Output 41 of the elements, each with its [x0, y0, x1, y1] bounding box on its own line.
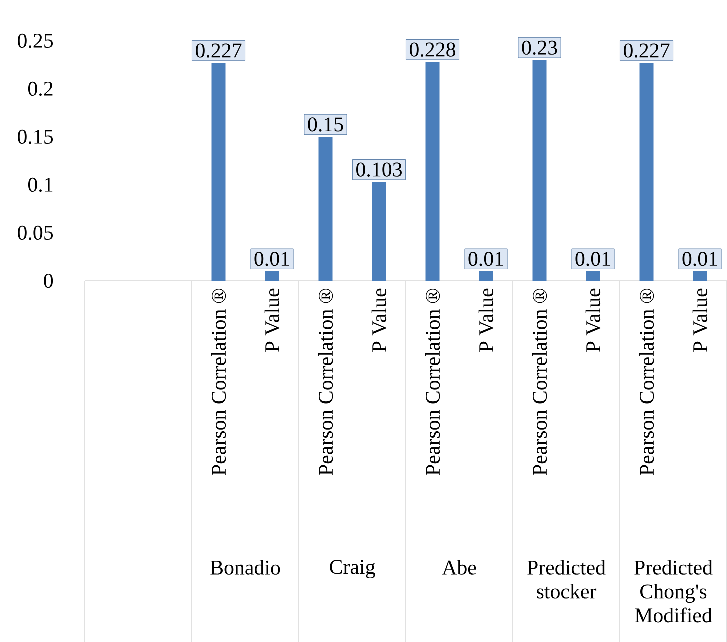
x-tick-label: Pearson Correlation ®: [532, 289, 548, 476]
y-tick-label: 0.2: [28, 82, 53, 96]
data-label: 0.227: [624, 44, 670, 58]
data-label: 0.228: [410, 42, 456, 57]
x-tick-label: P Value: [264, 288, 280, 352]
text: Predicted Chong's Modified: [634, 560, 713, 623]
x-tick-label: Pearson Correlation ®: [211, 289, 226, 476]
y-tick-label: 0.15: [18, 130, 54, 144]
x-tick-label: Pearson Correlation ®: [318, 289, 334, 476]
data-label: 0.103: [356, 162, 402, 177]
bar: [426, 62, 440, 281]
x-tick-label: Pearson Correlation ®: [639, 289, 654, 476]
data-label: 0.15: [308, 118, 344, 132]
text: Craig: [330, 560, 376, 579]
data-label: 0.01: [682, 252, 718, 266]
text: Bonadio: [210, 560, 280, 575]
bar: [586, 271, 600, 281]
data-label: 0.227: [196, 44, 242, 58]
x-tick-label: P Value: [372, 288, 387, 352]
text: Predicted stocker: [528, 560, 606, 599]
data-label: 0.01: [468, 252, 504, 266]
x-tick-label: Pearson Correlation ®: [425, 289, 440, 476]
y-tick-label: 0.05: [18, 226, 54, 240]
data-label: 0.01: [576, 252, 610, 266]
bar: [693, 271, 708, 281]
text: Abe: [442, 560, 476, 575]
data-label: 0.01: [254, 252, 290, 266]
bar: [640, 63, 654, 281]
bar: [318, 137, 333, 281]
bar: [532, 60, 547, 281]
y-tick-label: 0: [44, 274, 54, 288]
x-tick-label: P Value: [586, 288, 601, 352]
bar: [372, 182, 386, 281]
bar: [479, 271, 494, 281]
y-tick-label: 0.25: [18, 34, 54, 48]
y-tick-label: 0.1: [28, 178, 53, 192]
x-tick-label: P Value: [478, 288, 494, 352]
data-label: 0.23: [522, 40, 558, 56]
bar: [212, 63, 226, 281]
x-tick-label: P Value: [692, 288, 708, 352]
bar: [265, 271, 280, 281]
